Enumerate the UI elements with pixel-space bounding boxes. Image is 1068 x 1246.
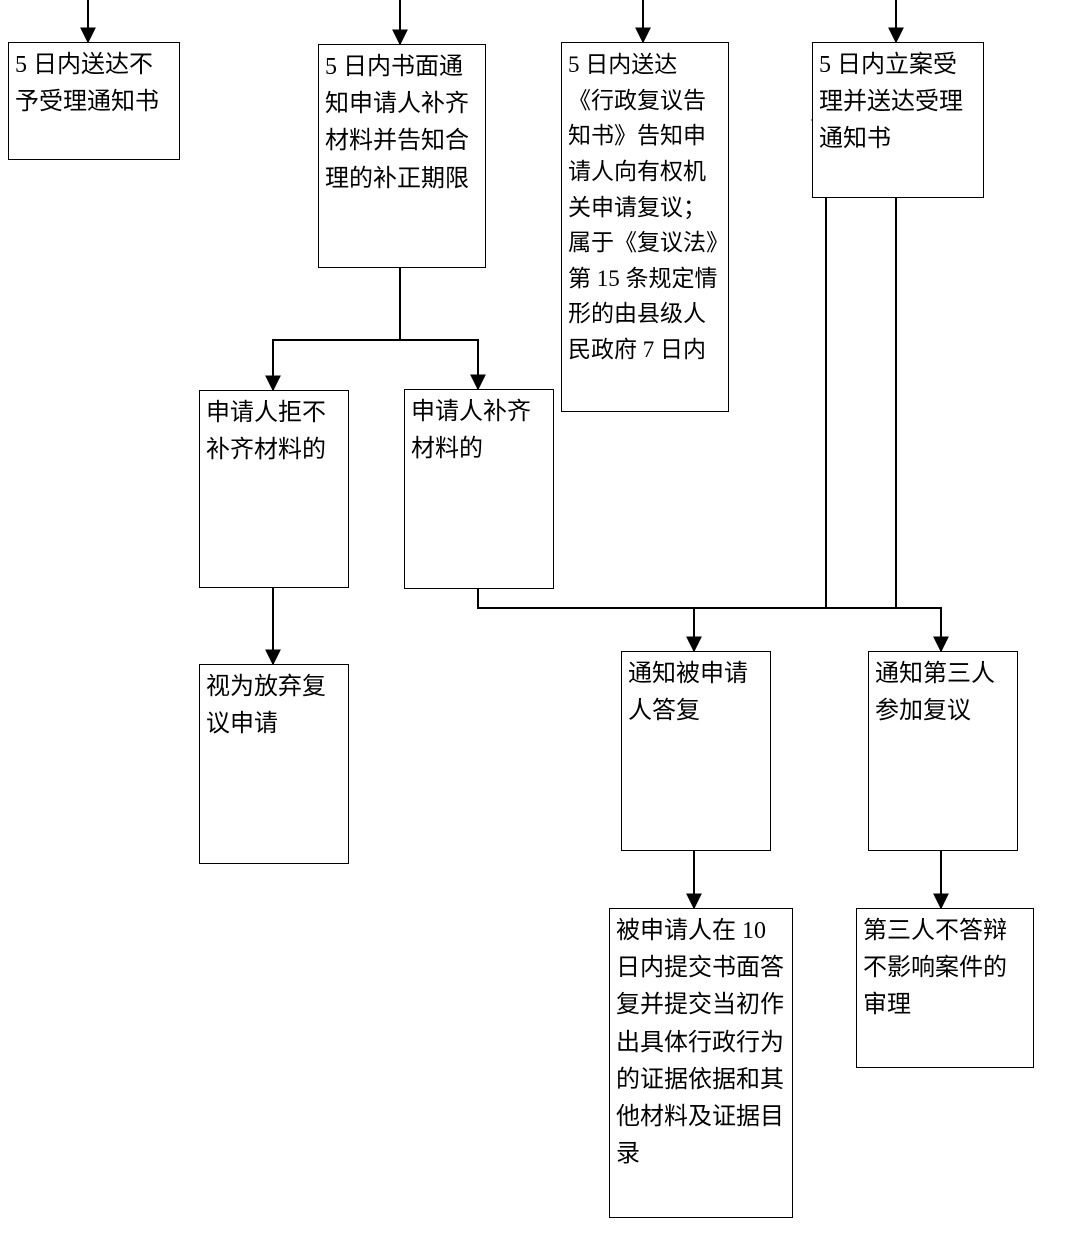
node-text: 通知第三人参加复议 [875,661,995,724]
node-text: 5 日内立案受理并送达受理通知书 [819,52,963,152]
edge [896,608,941,651]
node-notify-respondent: 通知被申请人答复 [621,651,771,851]
node-notify-third-party: 通知第三人参加复议 [868,651,1018,851]
node-deemed-abandon: 视为放弃复议申请 [199,664,349,864]
node-refuse-supplement: 申请人拒不补齐材料的 [199,390,349,588]
node-inform-notice: 5 日内送达《行政复议告知书》告知申请人向有权机关申请复议；属于《复议法》第 1… [561,42,729,412]
node-respondent-reply: 被申请人在 10 日内提交书面答复并提交当初作出具体行政行为的证据依据和其他材料… [609,908,793,1218]
node-accept-case: 5 日内立案受理并送达受理通知书 [812,42,984,198]
node-third-party-no-reply: 第三人不答辩不影响案件的审理 [856,908,1034,1068]
node-reject-notice: 5 日内送达不予受理通知书 [8,42,180,160]
node-text: 5 日内送达不予受理通知书 [15,52,159,115]
flowchart-canvas: 5 日内送达不予受理通知书 5 日内书面通知申请人补齐材料并告知合理的补正期限 … [0,0,1068,1246]
node-text: 第三人不答辩不影响案件的审理 [863,918,1007,1018]
edge [400,340,478,389]
edge [694,608,896,651]
node-did-supplement: 申请人补齐材料的 [404,389,554,589]
node-text: 通知被申请人答复 [628,661,748,724]
node-text: 5 日内送达《行政复议告知书》告知申请人向有权机关申请复议；属于《复议法》第 1… [568,52,718,362]
node-text: 申请人拒不补齐材料的 [206,400,326,463]
node-text: 视为放弃复议申请 [206,674,326,737]
edge [273,340,400,390]
node-text: 5 日内书面通知申请人补齐材料并告知合理的补正期限 [325,54,469,192]
node-supplement-notice: 5 日内书面通知申请人补齐材料并告知合理的补正期限 [318,44,486,268]
node-text: 申请人补齐材料的 [411,399,531,462]
node-text: 被申请人在 10 日内提交书面答复并提交当初作出具体行政行为的证据依据和其他材料… [616,918,784,1167]
